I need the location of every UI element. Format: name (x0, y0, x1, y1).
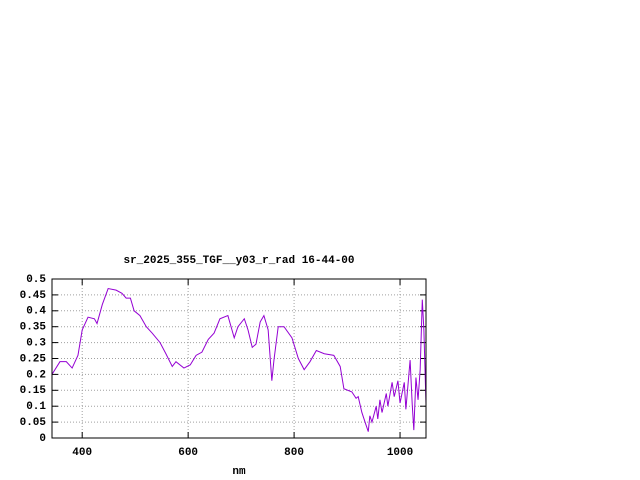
y-tick-label: 0.1 (26, 401, 46, 413)
y-tick-label: 0.45 (20, 290, 47, 302)
y-tick-label: 0.35 (20, 322, 47, 334)
y-tick-label: 0.2 (26, 369, 46, 381)
x-tick-label: 600 (178, 447, 198, 459)
y-tick-label: 0.4 (26, 306, 46, 318)
y-tick-label: 0.5 (26, 274, 46, 286)
chart-title: sr_2025_355_TGF__y03_r_rad 16-44-00 (123, 255, 354, 267)
x-tick-label: 1000 (387, 447, 413, 459)
data-line (51, 287, 427, 432)
y-tick-label: 0.3 (26, 338, 46, 350)
y-tick-label: 0.05 (20, 417, 47, 429)
x-tick-label: 400 (72, 447, 92, 459)
y-tick-label: 0 (39, 433, 46, 445)
x-axis-label: nm (232, 466, 246, 478)
y-tick-label: 0.25 (20, 353, 47, 365)
x-tick-label: 800 (284, 447, 304, 459)
plot-frame (51, 278, 427, 439)
y-tick-label: 0.15 (20, 385, 47, 397)
